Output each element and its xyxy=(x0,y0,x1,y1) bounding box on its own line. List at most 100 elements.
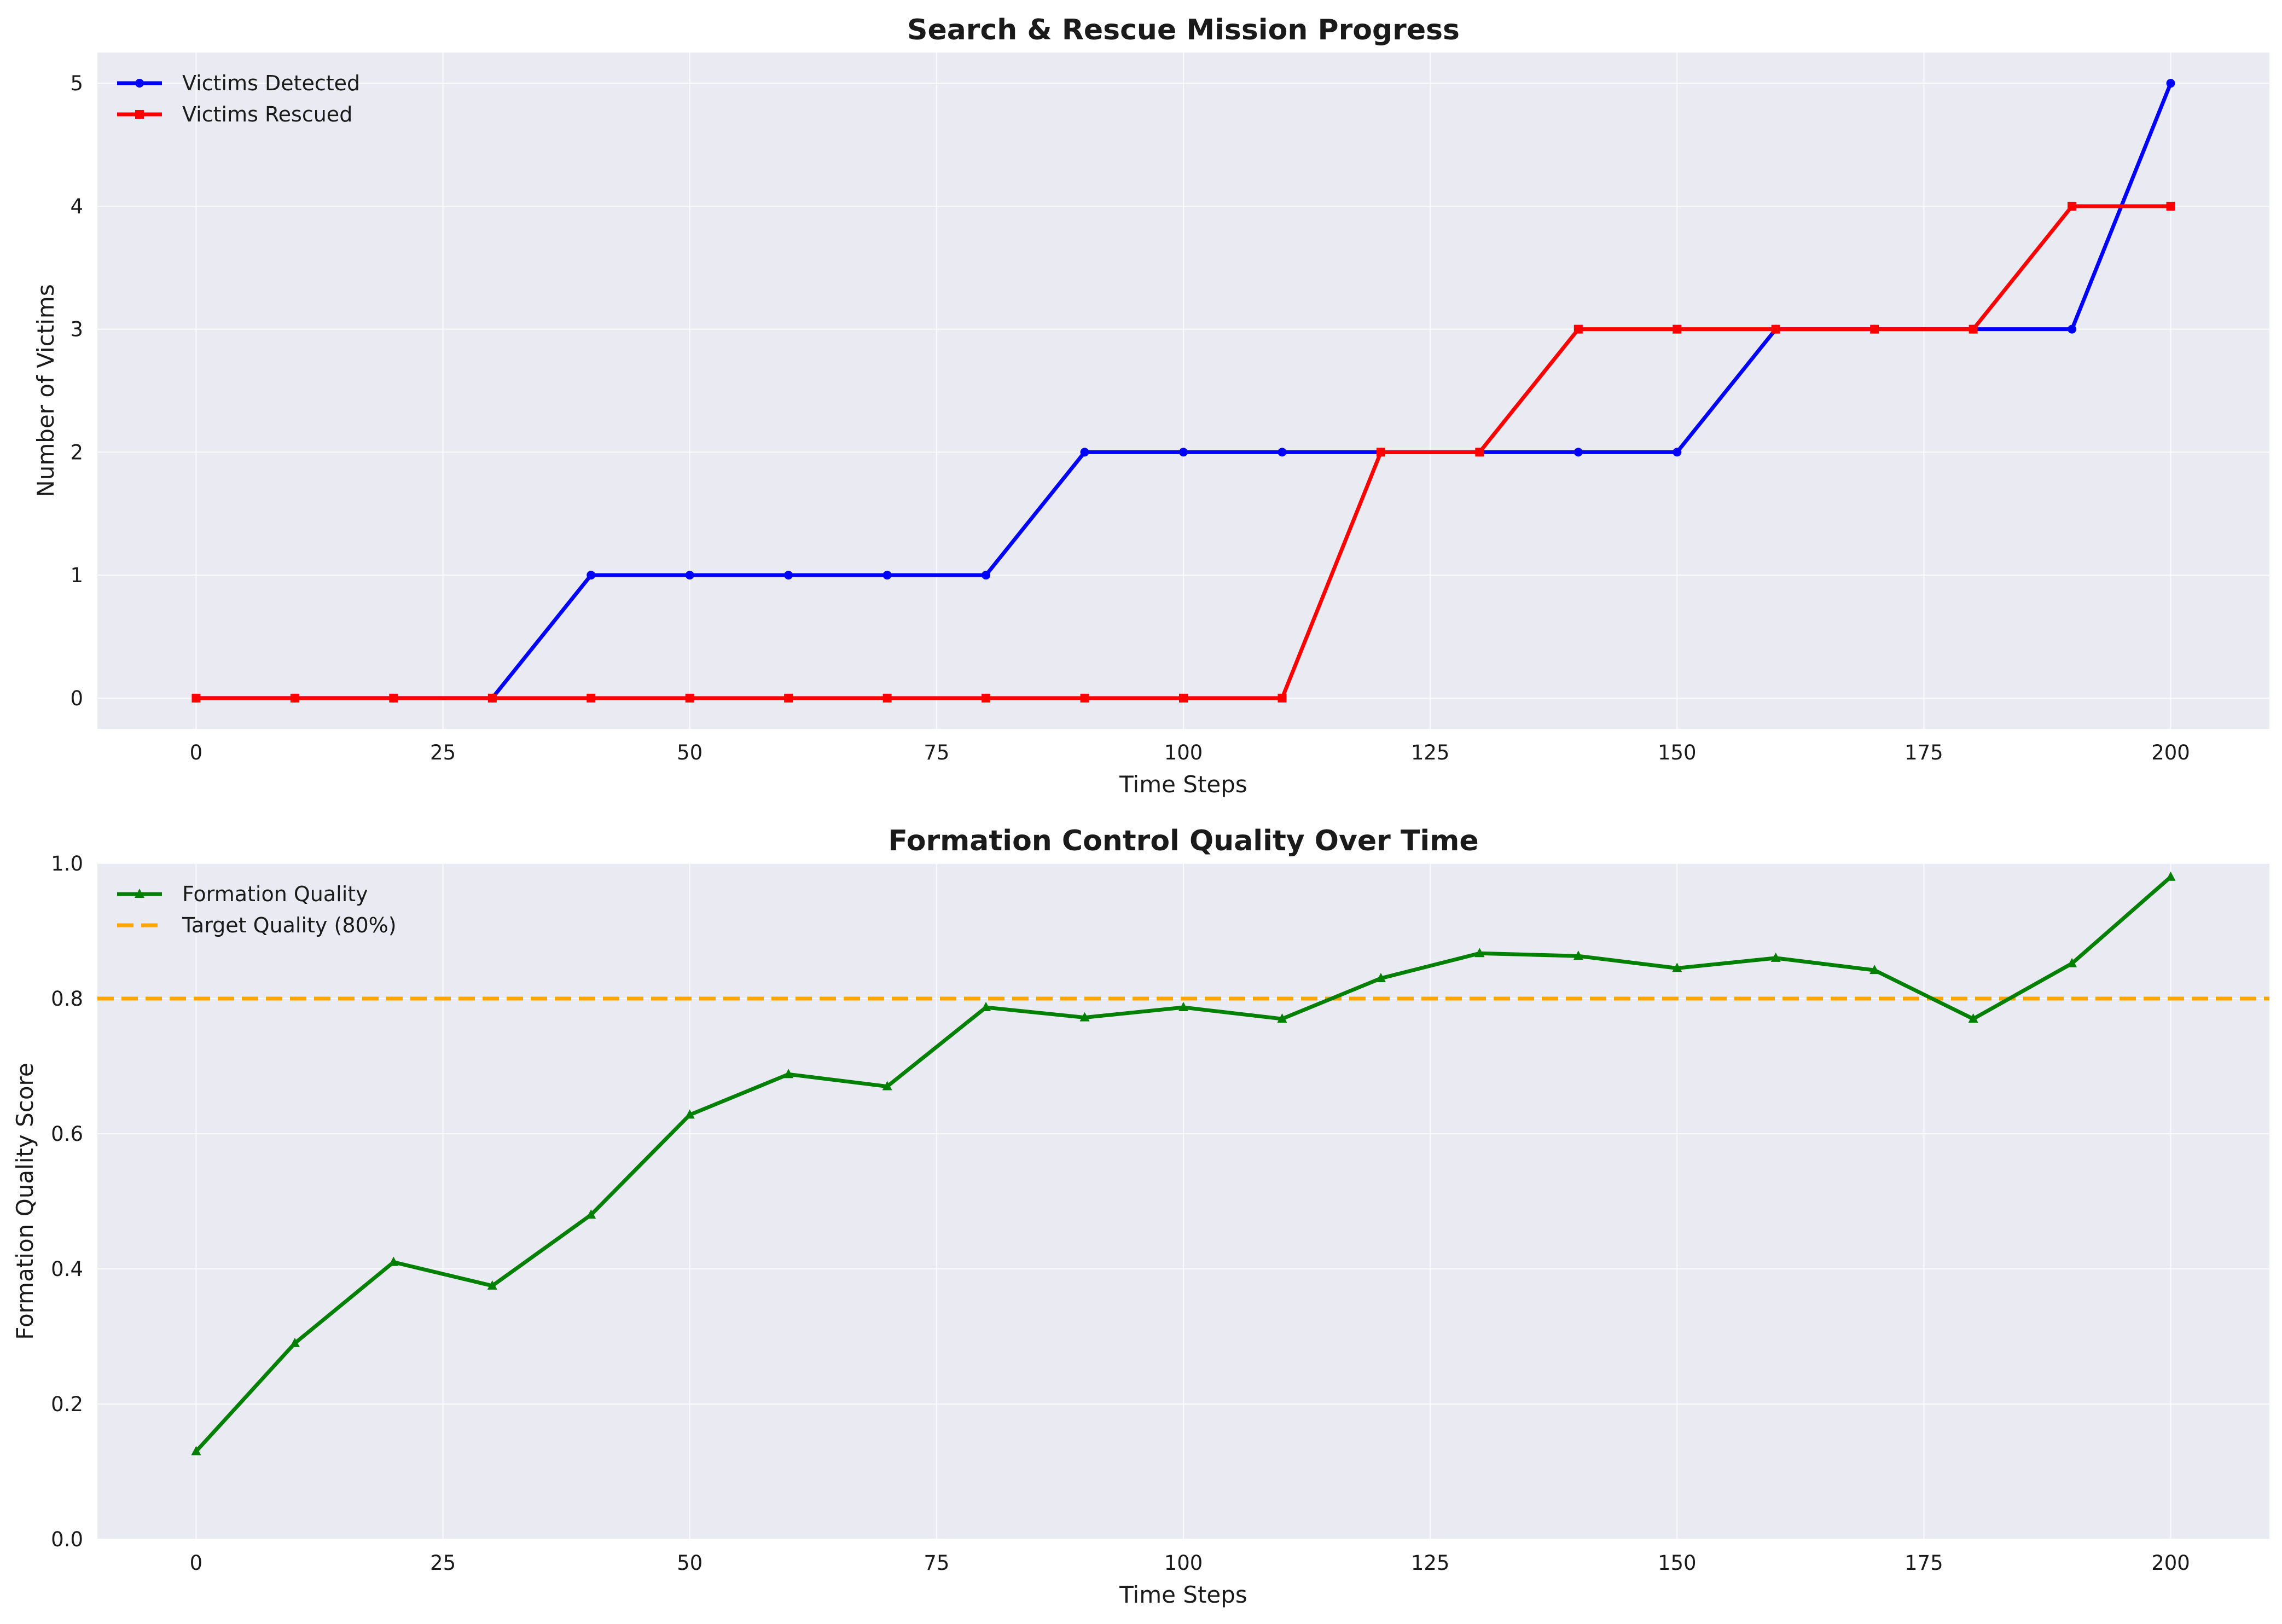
data-point xyxy=(289,1337,300,1347)
data-point xyxy=(1178,1002,1188,1012)
data-point xyxy=(2165,871,2176,881)
legend-label: Victims Rescued xyxy=(182,102,352,126)
y-tick-label: 0.2 xyxy=(51,1393,83,1416)
data-point xyxy=(1968,1013,1978,1023)
x-tick-label: 50 xyxy=(677,1551,702,1575)
data-point xyxy=(1474,948,1485,958)
data-point xyxy=(1179,693,1188,703)
y-tick-label: 2 xyxy=(70,440,83,464)
chart-1: 0 25 50 75 100 125 150 175 200 0 1 2 3 4 5 Search & Res… xyxy=(32,14,2269,798)
x-tick-label: 0 xyxy=(190,741,203,764)
data-point xyxy=(487,1280,497,1290)
data-point xyxy=(487,693,497,703)
data-point xyxy=(882,693,892,703)
data-point xyxy=(982,693,991,703)
y-axis-label: Number of Victims xyxy=(32,284,59,497)
x-tick-label: 200 xyxy=(2151,741,2190,764)
data-point xyxy=(982,571,991,580)
data-point xyxy=(882,571,892,580)
x-tick-label: 75 xyxy=(924,741,949,764)
x-tick-label: 25 xyxy=(430,1551,456,1575)
data-point xyxy=(1869,965,1880,975)
data-point xyxy=(685,693,694,703)
data-point xyxy=(1771,324,1780,334)
data-point xyxy=(1278,448,1287,457)
y-tick-label: 0.6 xyxy=(51,1122,83,1146)
data-point xyxy=(882,1081,892,1091)
data-point xyxy=(587,693,596,703)
data-point xyxy=(1573,950,1583,960)
data-point xyxy=(685,571,694,580)
x-tick-label: 175 xyxy=(1904,741,1943,764)
chart-title: Search & Rescue Mission Progress xyxy=(907,14,1460,47)
y-tick-label: 1.0 xyxy=(51,852,83,875)
legend-marker xyxy=(135,889,144,898)
x-tick-label: 100 xyxy=(1164,741,1203,764)
data-point xyxy=(1870,324,1879,334)
data-point xyxy=(1770,952,1781,962)
x-tick-label: 25 xyxy=(430,741,456,764)
legend: Victims Detected Victims Rescued xyxy=(117,71,360,126)
x-axis-label: Time Steps xyxy=(1119,1581,1247,1608)
data-point xyxy=(784,571,793,580)
data-point xyxy=(191,693,201,703)
data-point xyxy=(389,693,398,703)
data-point xyxy=(1375,972,1386,982)
data-point xyxy=(1080,693,1089,703)
x-tick-label: 0 xyxy=(190,1551,203,1575)
y-tick-label: 1 xyxy=(70,564,83,587)
data-point xyxy=(587,571,596,580)
data-point xyxy=(1277,1013,1287,1023)
data-point xyxy=(1475,448,1484,457)
legend-marker xyxy=(135,79,144,88)
data-point xyxy=(1376,448,1385,457)
data-point xyxy=(191,1446,201,1455)
data-point xyxy=(1278,693,1287,703)
legend: Formation Quality Target Quality (80%) xyxy=(117,882,397,937)
data-point xyxy=(1179,448,1188,457)
data-point xyxy=(388,1256,399,1266)
x-tick-label: 75 xyxy=(924,1551,949,1575)
y-axis-label: Formation Quality Score xyxy=(11,1063,38,1339)
y-tick-label: 3 xyxy=(70,318,83,341)
x-tick-label: 100 xyxy=(1164,1551,1203,1575)
data-point xyxy=(2166,79,2175,88)
legend-label: Formation Quality xyxy=(182,882,368,906)
data-point xyxy=(2166,201,2175,211)
data-point xyxy=(2068,324,2077,334)
y-tick-label: 0.8 xyxy=(51,987,83,1011)
data-point xyxy=(1573,448,1583,457)
x-tick-label: 125 xyxy=(1411,741,1450,764)
data-point xyxy=(1673,448,1682,457)
data-point xyxy=(981,1002,991,1012)
y-tick-label: 0.0 xyxy=(51,1528,83,1551)
x-tick-label: 150 xyxy=(1658,1551,1697,1575)
data-point xyxy=(1079,1012,1090,1022)
x-tick-label: 200 xyxy=(2151,1551,2190,1575)
data-point xyxy=(1673,324,1682,334)
data-point xyxy=(684,1109,695,1119)
legend-marker xyxy=(135,110,144,119)
data-point xyxy=(1969,324,1978,334)
y-tick-label: 5 xyxy=(70,72,83,95)
data-point xyxy=(1672,962,1682,972)
data-point xyxy=(783,1069,794,1078)
x-axis-label: Time Steps xyxy=(1119,771,1247,798)
y-tick-label: 0 xyxy=(70,687,83,710)
data-point xyxy=(2068,201,2077,211)
data-point xyxy=(784,693,793,703)
legend-label: Target Quality (80%) xyxy=(182,913,397,937)
x-tick-label: 175 xyxy=(1904,1551,1943,1575)
data-point xyxy=(586,1209,596,1219)
y-tick-label: 0.4 xyxy=(51,1257,83,1281)
x-tick-label: 125 xyxy=(1411,1551,1450,1575)
chart-title: Formation Control Quality Over Time xyxy=(888,825,1478,857)
data-point xyxy=(290,693,299,703)
chart-2: 0 25 50 75 100 125 150 175 200 0.0 0.2 0.4 0.6 0.8 1.0… xyxy=(11,825,2269,1608)
x-tick-label: 50 xyxy=(677,741,702,764)
x-tick-label: 150 xyxy=(1658,741,1697,764)
data-point xyxy=(1573,324,1583,334)
data-point xyxy=(2067,958,2077,967)
legend-label: Victims Detected xyxy=(182,71,360,95)
